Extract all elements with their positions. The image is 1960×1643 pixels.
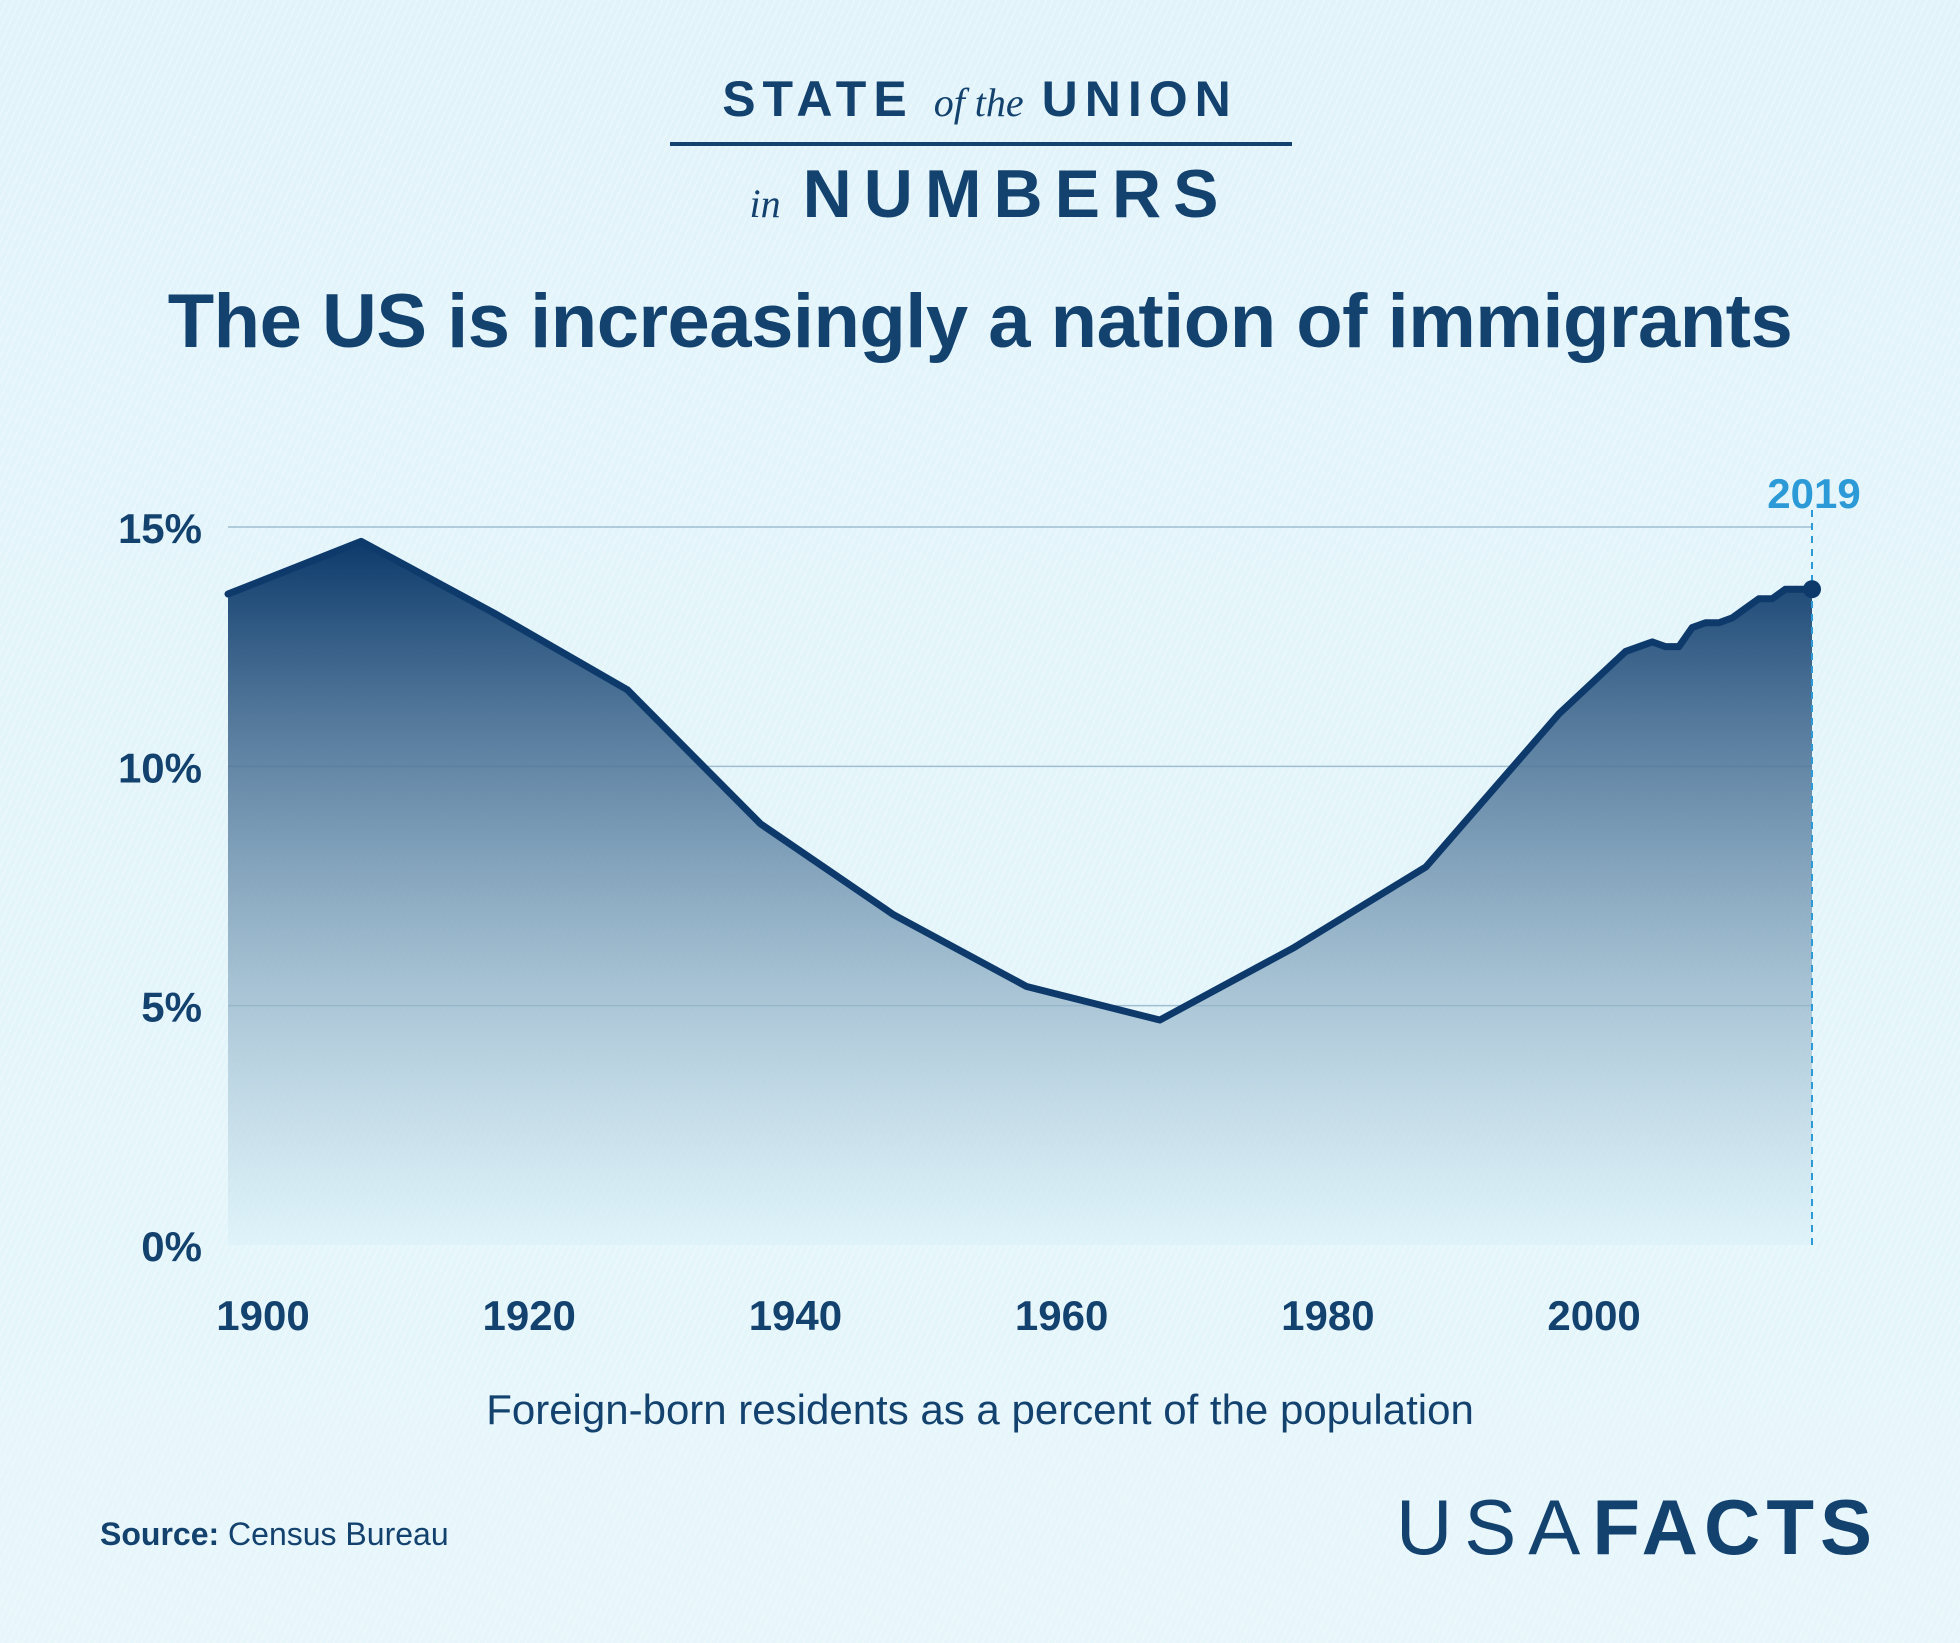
source-note: Source: Census Bureau	[100, 1516, 449, 1553]
data-point-2016	[1769, 596, 1775, 602]
data-point-2000	[1556, 711, 1562, 717]
brand-of-the: of the	[933, 80, 1024, 125]
data-point-1960	[1024, 984, 1030, 990]
series-line	[224, 537, 1816, 1024]
x-tick-label-1980: 1980	[1281, 1292, 1374, 1339]
data-point-1980	[1290, 945, 1296, 951]
chart-headline: The US is increasingly a nation of immig…	[167, 279, 1793, 364]
chart-caption: Foreign-born residents as a percent of t…	[486, 1386, 1474, 1433]
data-point-1900	[225, 591, 231, 597]
source-label: Source:	[100, 1516, 220, 1552]
data-point-1950	[891, 912, 897, 918]
data-point-2018	[1796, 586, 1802, 592]
x-tick-label-1960: 1960	[1015, 1292, 1108, 1339]
y-tick-label-10: 10%	[118, 744, 202, 791]
data-point-2015	[1756, 596, 1762, 602]
data-point-1920	[491, 610, 497, 616]
data-point-2017	[1782, 586, 1788, 592]
logo-usa: USA	[1395, 1483, 1593, 1571]
x-tick-label-2000: 2000	[1547, 1292, 1640, 1339]
highlight-year-label: 2019	[1767, 470, 1860, 517]
data-point-2012	[1716, 620, 1722, 626]
data-point-1930	[624, 687, 630, 693]
area-fill	[228, 541, 1812, 1245]
logo-facts: FACTS	[1592, 1483, 1878, 1571]
brand-union: UNION	[1041, 71, 1238, 127]
y-tick-label-5: 5%	[141, 984, 202, 1031]
brand-divider	[670, 142, 1292, 146]
usafacts-logo: USAFACTS	[1396, 1482, 1878, 1573]
data-point-2013	[1729, 615, 1735, 621]
data-point-1940	[757, 821, 763, 827]
data-point-2010	[1689, 625, 1695, 631]
data-point-1910	[358, 538, 364, 544]
y-tick-label-0: 0%	[141, 1223, 202, 1270]
x-tick-label-1920: 1920	[482, 1292, 575, 1339]
brand-in: in	[749, 181, 781, 226]
x-tick-label-1900: 1900	[216, 1292, 309, 1339]
end-point-marker	[1803, 580, 1821, 599]
brand-numbers: NUMBERS	[802, 156, 1231, 232]
data-point-2007	[1649, 639, 1655, 645]
y-tick-label-15: 15%	[118, 505, 202, 552]
brand-state: STATE	[722, 71, 914, 127]
data-point-1970	[1157, 1017, 1163, 1023]
brand-bottom-line: in NUMBERS	[720, 155, 1260, 233]
data-point-2005	[1623, 648, 1629, 654]
x-tick-label-1940: 1940	[749, 1292, 842, 1339]
source-text: Census Bureau	[228, 1516, 449, 1552]
data-point-2011	[1703, 620, 1709, 626]
data-point-1990	[1423, 864, 1429, 870]
data-point-2009	[1676, 644, 1682, 650]
brand-header: STATE of the UNION in NUMBERS	[0, 0, 1960, 240]
data-point-2014	[1742, 605, 1748, 611]
data-point-2008	[1663, 644, 1669, 650]
brand-top-line: STATE of the UNION	[670, 70, 1290, 128]
